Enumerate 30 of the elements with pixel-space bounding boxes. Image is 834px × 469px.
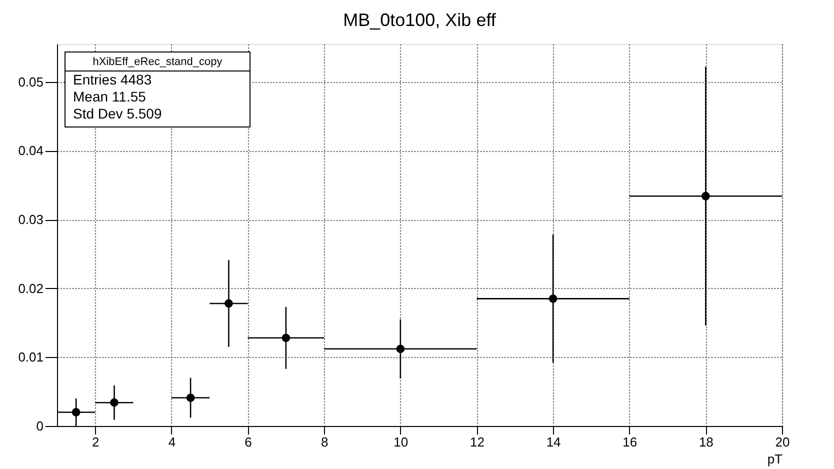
x-tick-label: 14 <box>546 434 561 450</box>
annotation: Entries 4483 <box>73 72 152 88</box>
point <box>396 344 405 354</box>
y-tick-label: 0.05 <box>18 74 44 90</box>
x-tick-label: 8 <box>320 434 328 450</box>
annotation: Std Dev 5.509 <box>73 106 162 122</box>
x-tick-label: 2 <box>92 434 100 450</box>
y-tick-label: 0.03 <box>18 212 44 228</box>
annotation: hXibEff_eRec_stand_copy <box>92 56 223 68</box>
annotation: Mean 11.55 <box>73 88 146 104</box>
point <box>186 394 195 402</box>
point <box>72 408 80 416</box>
x-tick-label: 12 <box>470 434 484 450</box>
y-tick-label: 0.01 <box>18 350 44 365</box>
point <box>702 192 710 200</box>
y-tick-label: 0.02 <box>18 280 44 296</box>
x-tick-label: 16 <box>622 434 638 450</box>
x-tick-label: 20 <box>775 434 790 450</box>
point <box>282 334 290 342</box>
x-tick-label: 10 <box>394 434 408 450</box>
y-tick-label: 0.04 <box>18 143 44 158</box>
x-tick-label: 4 <box>168 434 176 450</box>
y-tick-label: 0 <box>36 418 44 434</box>
point <box>224 299 233 308</box>
x-tick-label: 18 <box>698 434 714 450</box>
x-axis-title: pT <box>767 452 783 466</box>
chart-title: MB_0to100, Xib eff <box>343 10 497 30</box>
x-tick-label: 6 <box>244 434 252 450</box>
point <box>110 398 118 407</box>
point <box>548 294 558 303</box>
